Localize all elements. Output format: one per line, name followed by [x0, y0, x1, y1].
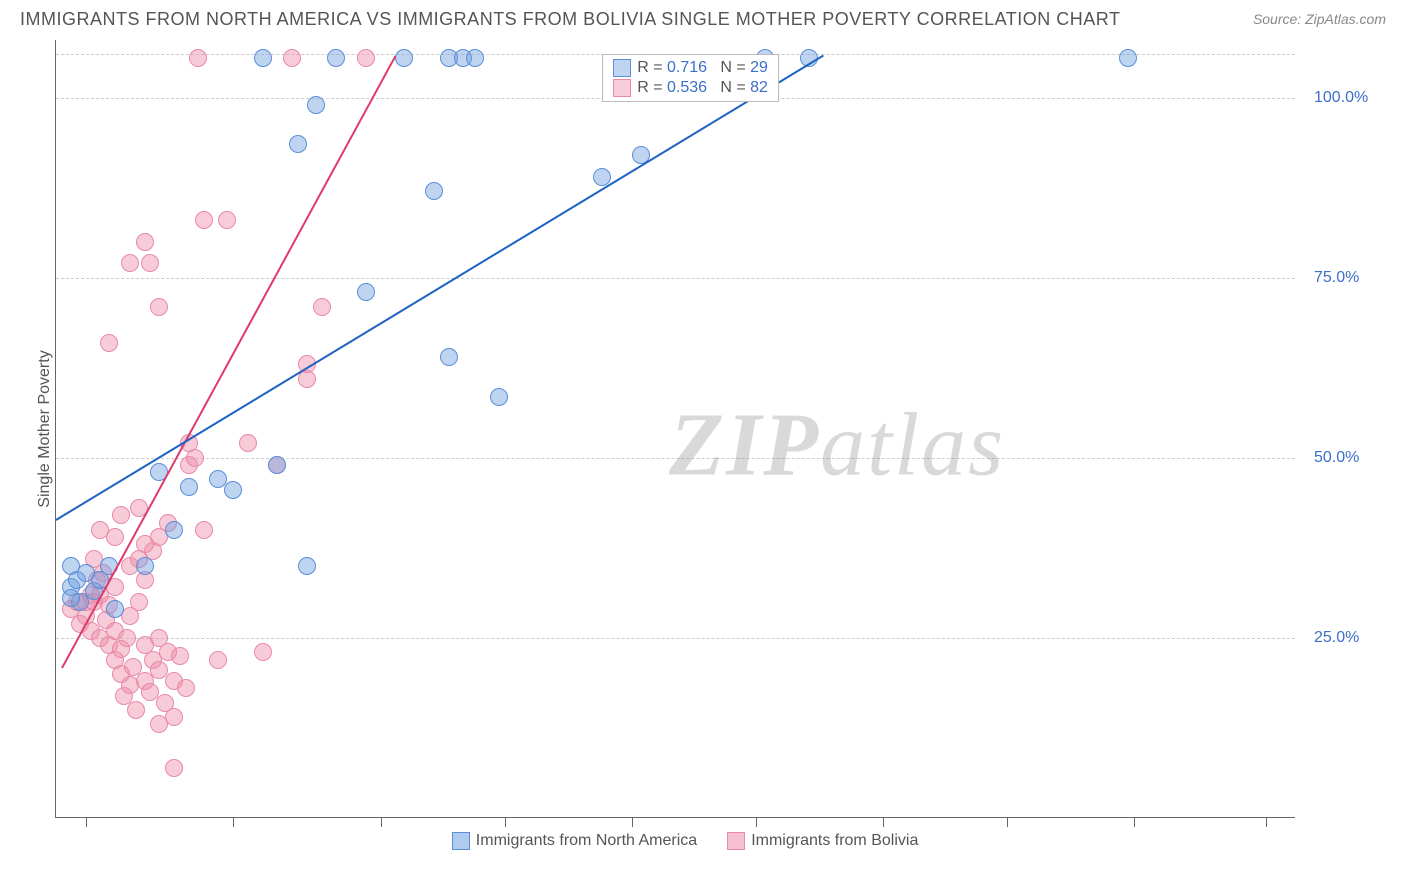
- scatter-point: [209, 651, 227, 669]
- scatter-point: [141, 254, 159, 272]
- scatter-point: [127, 701, 145, 719]
- scatter-point: [100, 334, 118, 352]
- scatter-point: [106, 600, 124, 618]
- scatter-point: [171, 647, 189, 665]
- scatter-point: [239, 434, 257, 452]
- chart-title: IMMIGRANTS FROM NORTH AMERICA VS IMMIGRA…: [20, 9, 1120, 30]
- legend-swatch: [613, 79, 631, 97]
- x-tick: [1134, 817, 1135, 827]
- scatter-point: [112, 506, 130, 524]
- gridline: [56, 458, 1295, 459]
- title-bar: IMMIGRANTS FROM NORTH AMERICA VS IMMIGRA…: [0, 0, 1406, 34]
- y-tick-label: 25.0%: [1314, 629, 1359, 647]
- scatter-point: [357, 49, 375, 67]
- scatter-point: [189, 49, 207, 67]
- scatter-point: [177, 679, 195, 697]
- scatter-point: [150, 298, 168, 316]
- x-tick: [233, 817, 234, 827]
- scatter-point: [357, 283, 375, 301]
- scatter-point: [289, 135, 307, 153]
- trend-line: [61, 55, 396, 668]
- scatter-point: [307, 96, 325, 114]
- gridline: [56, 278, 1295, 279]
- legend-text: R = 0.716 N = 29: [637, 59, 768, 77]
- legend-swatch: [727, 832, 745, 850]
- watermark: ZIPatlas: [669, 393, 1005, 496]
- scatter-point: [165, 521, 183, 539]
- legend-text: R = 0.536 N = 82: [637, 79, 768, 97]
- chart-container: IMMIGRANTS FROM NORTH AMERICA VS IMMIGRA…: [0, 0, 1406, 892]
- x-tick: [632, 817, 633, 827]
- bottom-legend-item: Immigrants from North America: [452, 832, 697, 850]
- legend-row: R = 0.716 N = 29: [613, 59, 768, 77]
- correlation-legend: R = 0.716 N = 29 R = 0.536 N = 82: [602, 54, 779, 102]
- legend-row: R = 0.536 N = 82: [613, 79, 768, 97]
- scatter-point: [136, 557, 154, 575]
- bottom-legend-item: Immigrants from Bolivia: [727, 832, 918, 850]
- x-tick: [86, 817, 87, 827]
- x-tick: [1007, 817, 1008, 827]
- scatter-point: [268, 456, 286, 474]
- source-site: ZipAtlas.com: [1305, 11, 1386, 27]
- source-label: Source: ZipAtlas.com: [1253, 11, 1386, 27]
- scatter-point: [180, 478, 198, 496]
- scatter-point: [118, 629, 136, 647]
- scatter-point: [490, 388, 508, 406]
- scatter-point: [165, 759, 183, 777]
- legend-label: Immigrants from North America: [476, 832, 697, 850]
- scatter-point: [218, 211, 236, 229]
- x-tick: [883, 817, 884, 827]
- source-prefix: Source:: [1253, 11, 1305, 27]
- scatter-point: [186, 449, 204, 467]
- scatter-point: [121, 254, 139, 272]
- scatter-point: [62, 589, 80, 607]
- scatter-point: [440, 348, 458, 366]
- legend-swatch: [452, 832, 470, 850]
- x-tick: [1266, 817, 1267, 827]
- gridline: [56, 638, 1295, 639]
- scatter-point: [136, 233, 154, 251]
- legend-swatch: [613, 59, 631, 77]
- scatter-point: [224, 481, 242, 499]
- scatter-point: [395, 49, 413, 67]
- legend-label: Immigrants from Bolivia: [751, 832, 918, 850]
- scatter-point: [466, 49, 484, 67]
- scatter-point: [254, 643, 272, 661]
- x-tick: [505, 817, 506, 827]
- x-tick: [381, 817, 382, 827]
- bottom-legend: Immigrants from North America Immigrants …: [452, 832, 919, 850]
- plot-area: 25.0%50.0%75.0%100.0%ZIPatlasR = 0.716 N…: [55, 40, 1295, 818]
- scatter-point: [425, 182, 443, 200]
- scatter-point: [165, 708, 183, 726]
- y-axis-title: Single Mother Poverty: [36, 329, 54, 529]
- scatter-point: [327, 49, 345, 67]
- y-tick-label: 75.0%: [1314, 269, 1359, 287]
- scatter-point: [1119, 49, 1137, 67]
- scatter-point: [298, 557, 316, 575]
- scatter-point: [195, 211, 213, 229]
- scatter-point: [283, 49, 301, 67]
- scatter-point: [254, 49, 272, 67]
- scatter-point: [195, 521, 213, 539]
- y-tick-label: 100.0%: [1314, 89, 1368, 107]
- y-tick-label: 50.0%: [1314, 449, 1359, 467]
- scatter-point: [106, 528, 124, 546]
- trend-line: [55, 55, 824, 521]
- scatter-point: [313, 298, 331, 316]
- x-tick: [756, 817, 757, 827]
- scatter-point: [130, 593, 148, 611]
